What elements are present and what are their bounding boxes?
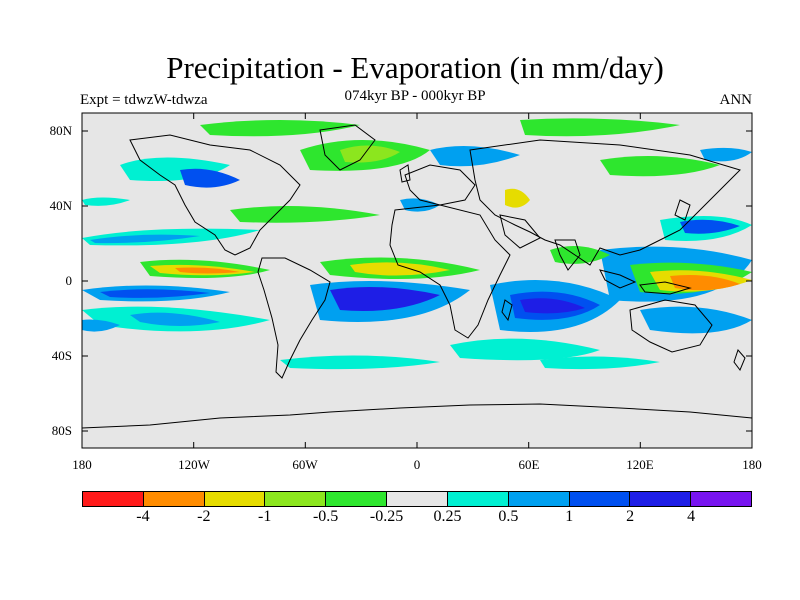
chart-title: Precipitation - Evaporation (in mm/day) [166, 50, 664, 85]
field-patch [230, 206, 380, 223]
colorbar-swatch [143, 492, 205, 506]
coastline [499, 214, 541, 249]
coastlines [82, 124, 752, 429]
coastline [257, 257, 331, 379]
colorbar-label: -4 [136, 508, 150, 525]
field-patch [82, 319, 120, 332]
lat-label-80s: 80S [51, 423, 72, 438]
field-patch [680, 219, 740, 234]
lat-label-40n: 40N [49, 198, 72, 213]
lon-label-180w: 180 [72, 457, 92, 472]
coastline [399, 164, 411, 183]
field-patch [130, 312, 220, 326]
lon-label-60w: 60W [292, 457, 318, 472]
field-patch [350, 262, 450, 276]
field-patch [520, 118, 680, 137]
colorbar-swatch [569, 492, 631, 506]
colorbar-swatch [691, 492, 751, 506]
lon-label-120e: 120E [626, 457, 654, 472]
lat-label-40s: 40S [51, 348, 72, 363]
field-patch [180, 168, 240, 188]
field-patch [600, 156, 720, 177]
field-patch [450, 338, 600, 361]
colorbar-swatch [326, 492, 388, 506]
field-patch [430, 146, 520, 167]
anomaly-fields [82, 118, 752, 370]
field-patch [175, 267, 240, 274]
colorbar [82, 491, 752, 507]
colorbar-label: 0.25 [433, 508, 462, 525]
coastline [733, 349, 746, 371]
coastline [501, 299, 513, 322]
experiment-label: Expt = tdwzW-tdwza [80, 92, 208, 108]
field-patch [505, 188, 530, 208]
colorbar-label: -0.25 [369, 508, 404, 525]
field-patch [340, 145, 400, 163]
lon-label-120w: 120W [178, 457, 210, 472]
coastline [82, 403, 752, 429]
colorbar-label: 2 [626, 508, 635, 525]
colorbar-swatch [83, 492, 144, 506]
chart-subtitle: 074kyr BP - 000kyr BP [344, 88, 486, 104]
coastline [599, 269, 637, 289]
colorbar-swatch [447, 492, 509, 506]
colorbar-swatch [265, 492, 327, 506]
colorbar-label: -2 [197, 508, 211, 525]
lon-label-180e: 180 [742, 457, 762, 472]
colorbar-swatch [204, 492, 266, 506]
colorbar-label: 4 [687, 508, 696, 525]
season-label: ANN [719, 92, 753, 108]
field-patch [700, 147, 752, 162]
coastline [129, 134, 301, 256]
coastline [629, 299, 713, 353]
coastline [639, 281, 692, 295]
field-patch [520, 298, 585, 314]
coastline [319, 124, 376, 171]
field-patch [540, 356, 660, 370]
coastline [674, 199, 691, 221]
lat-label-80n: 80N [49, 123, 72, 138]
field-patch [90, 234, 200, 244]
coastline [389, 204, 511, 339]
colorbar-label: 0.5 [498, 508, 519, 525]
field-patch [640, 306, 752, 334]
colorbar-swatch [630, 492, 692, 506]
axis-ticks [81, 113, 753, 448]
field-patch [82, 197, 130, 206]
colorbar-label: -0.5 [312, 508, 339, 525]
field-patch [100, 289, 210, 298]
field-patch [670, 275, 740, 291]
colorbar-label: 1 [565, 508, 574, 525]
field-patch [280, 355, 440, 370]
field-patch [330, 286, 440, 311]
lon-label-0: 0 [413, 457, 421, 472]
colorbar-swatch [387, 492, 448, 506]
colorbar-swatch [508, 492, 570, 506]
colorbar-label: -1 [258, 508, 272, 525]
lat-label-0: 0 [65, 273, 73, 288]
coastline [404, 164, 476, 206]
coastline [554, 239, 581, 271]
coastline [469, 139, 741, 266]
lon-label-60e: 60E [518, 457, 540, 472]
